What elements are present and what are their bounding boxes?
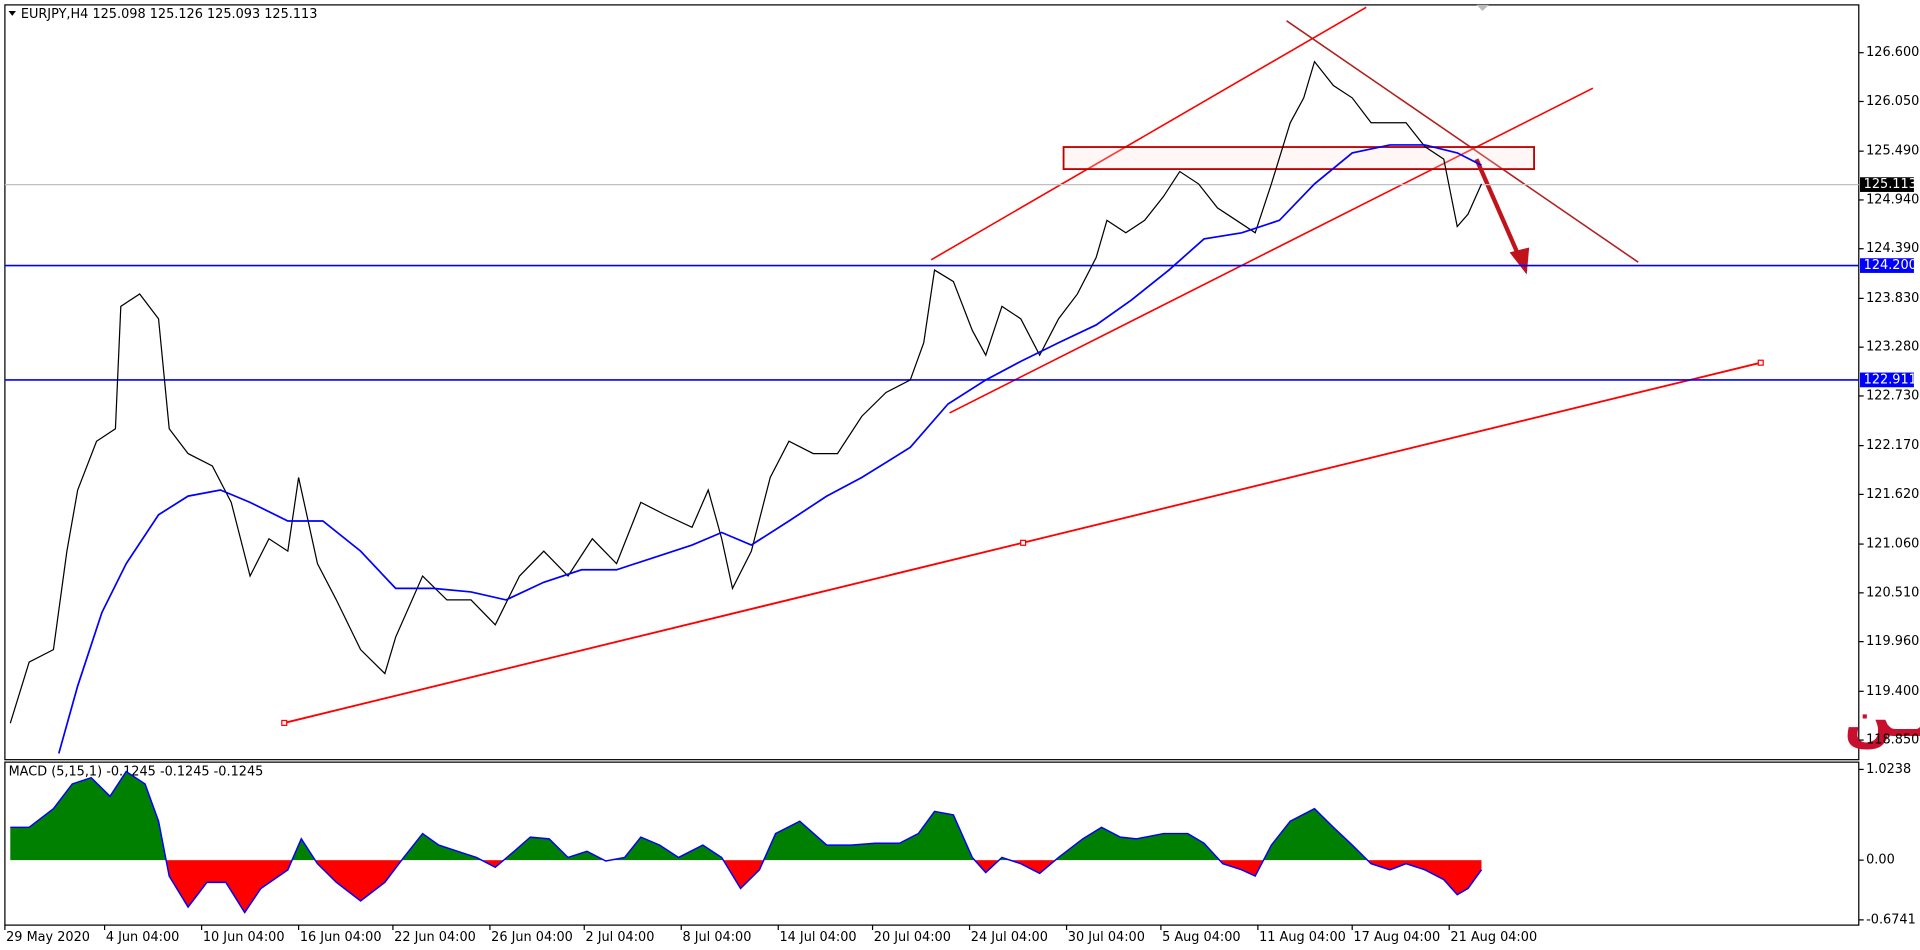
arrow-head — [1509, 247, 1530, 275]
channel-lower — [949, 87, 1594, 414]
moving-average — [57, 144, 1482, 754]
y-tick-label: 124.940 — [1866, 192, 1919, 207]
y-tick-label: 119.400 — [1866, 684, 1919, 699]
x-tick-label: 29 May 2020 — [6, 930, 90, 945]
x-tick-label: 4 Jun 04:00 — [106, 930, 180, 945]
y-tick-label: 125.490 — [1866, 144, 1919, 159]
y-tick-label: 122.170 — [1866, 438, 1919, 453]
watermark: اليورو يـن — [1844, 685, 1920, 750]
x-tick-label: 24 Jul 04:00 — [971, 930, 1048, 945]
arrow-shaft — [1474, 158, 1522, 259]
level-label-box — [1860, 258, 1914, 273]
trendline-handle[interactable] — [1020, 539, 1027, 546]
y-tick-label: 123.280 — [1866, 340, 1919, 355]
x-tick-label: 17 Aug 04:00 — [1353, 930, 1440, 945]
x-tick-label: 16 Jun 04:00 — [300, 930, 382, 945]
y-tick-label: 122.730 — [1866, 388, 1919, 403]
y-tick-label: 126.600 — [1866, 45, 1919, 60]
y-tick-label: 118.850 — [1866, 733, 1919, 748]
y-tick-label: 123.830 — [1866, 291, 1919, 306]
macd-title: MACD (5,15,1) -0.1245 -0.1245 -0.1245 — [9, 764, 264, 779]
x-tick-label: 11 Aug 04:00 — [1259, 930, 1346, 945]
macd-area-positive — [10, 771, 1482, 861]
x-tick-label: 8 Jul 04:00 — [682, 930, 751, 945]
chart-root: EURJPY,H4 125.098 125.126 125.093 125.11… — [4, 4, 1920, 945]
descending-line — [1286, 20, 1639, 263]
x-tick-label: 5 Aug 04:00 — [1162, 930, 1241, 945]
y-tick-label: 120.510 — [1866, 585, 1919, 600]
current-price-label: 125.113 — [1864, 177, 1917, 192]
level-label: 124.200 — [1864, 258, 1917, 273]
y-tick-label: 126.050 — [1866, 94, 1919, 109]
x-tick-label: 22 Jun 04:00 — [394, 930, 476, 945]
channel-upper — [930, 6, 1367, 261]
price-line — [9, 60, 1483, 724]
main-panel — [4, 4, 1860, 761]
x-tick-label: 30 Jul 04:00 — [1068, 930, 1145, 945]
y-tick-label: 121.060 — [1866, 537, 1919, 552]
current-price-box — [1860, 177, 1914, 192]
y-tick-label: 124.390 — [1866, 241, 1919, 256]
trendline-handle[interactable] — [281, 719, 288, 726]
x-tick-label: 14 Jul 04:00 — [779, 930, 856, 945]
menu-triangle[interactable] — [8, 11, 16, 16]
x-tick-label: 10 Jun 04:00 — [203, 930, 285, 945]
y-tick-label: 1.0238 — [1866, 762, 1911, 777]
trendline-handle[interactable] — [1757, 359, 1764, 366]
resistance-zone — [1062, 146, 1535, 171]
chart-title: EURJPY,H4 125.098 125.126 125.093 125.11… — [21, 7, 318, 22]
x-tick-label: 2 Jul 04:00 — [585, 930, 654, 945]
macd-line — [10, 770, 1483, 914]
y-tick-label: 121.620 — [1866, 487, 1919, 502]
level-label-box — [1860, 372, 1914, 388]
x-tick-label: 21 Aug 04:00 — [1450, 930, 1537, 945]
x-tick-label: 20 Jul 04:00 — [874, 930, 951, 945]
y-tick-label: 0.00 — [1866, 853, 1895, 868]
y-tick-label: -0.6741 — [1866, 912, 1916, 927]
y-tick-label: 119.960 — [1866, 634, 1919, 649]
level-label: 122.911 — [1864, 372, 1917, 387]
scroll-marker — [1476, 4, 1489, 12]
x-tick-label: 26 Jun 04:00 — [491, 930, 573, 945]
